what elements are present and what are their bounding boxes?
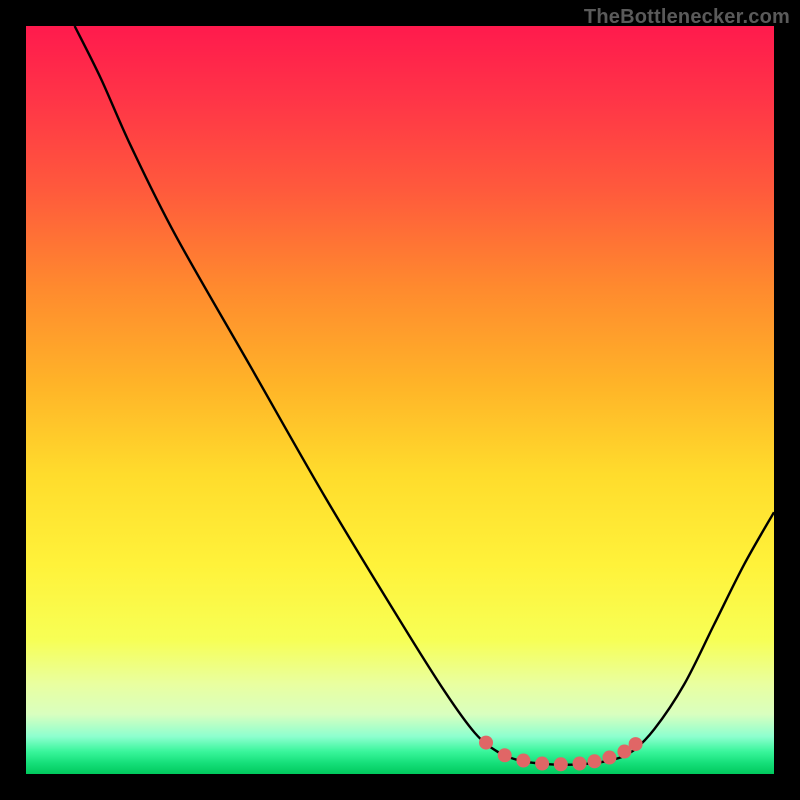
- marker-point: [516, 754, 530, 768]
- marker-point: [573, 757, 587, 771]
- marker-point: [535, 757, 549, 771]
- chart-svg: [26, 26, 774, 774]
- chart-background: [26, 26, 774, 774]
- marker-point: [587, 754, 601, 768]
- marker-point: [479, 736, 493, 750]
- marker-point: [629, 737, 643, 751]
- marker-point: [602, 751, 616, 765]
- marker-point: [554, 757, 568, 771]
- marker-point: [498, 748, 512, 762]
- plot-area: [26, 26, 774, 774]
